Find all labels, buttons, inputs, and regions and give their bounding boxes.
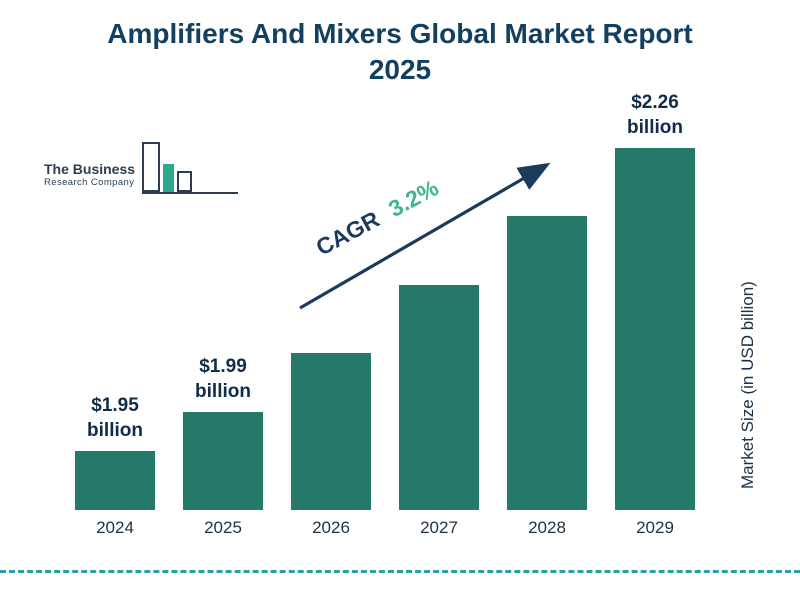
x-tick-2029: 2029 — [636, 518, 674, 537]
bar-2026 — [291, 353, 371, 510]
bars-row: $1.95 billion 2024 $1.99 billion 2025 2026 2027… — [75, 90, 695, 538]
bar-2027 — [399, 285, 479, 510]
bar-2028 — [507, 216, 587, 510]
bar-group-2029: $2.26 billion 2029 — [615, 90, 695, 538]
page-title-line2: 2025 — [368, 53, 432, 85]
company-logo: The Business Research Company — [44, 138, 239, 194]
x-tick-2027: 2027 — [420, 518, 458, 537]
x-tick-2026: 2026 — [312, 518, 350, 537]
bar-group-2027: 2027 — [399, 285, 479, 538]
logo-bar-short — [177, 171, 193, 192]
bar-value-label-2024: $1.95 billion — [87, 394, 143, 442]
logo-bar-tall — [142, 142, 161, 192]
bar-group-2028: 2028 — [507, 216, 587, 538]
bar-2025 — [183, 412, 263, 510]
page-title-line1: Amplifiers And Mixers Global Market Repo… — [107, 18, 693, 49]
company-name-line2: Research Company — [44, 177, 135, 188]
page-title: Amplifiers And Mixers Global Market Repo… — [30, 16, 770, 88]
x-tick-2025: 2025 — [204, 518, 242, 537]
bar-value-label-2029: $2.26 billion — [627, 91, 683, 139]
bar-chart-logo-icon — [142, 138, 239, 194]
x-tick-2024: 2024 — [96, 518, 134, 537]
bottom-dashed-divider — [0, 570, 800, 573]
bar-2024 — [75, 451, 155, 510]
bar-group-2026: 2026 — [291, 353, 371, 538]
company-logo-text: The Business Research Company — [44, 161, 135, 188]
bar-value-label-2025: $1.99 billion — [195, 355, 251, 403]
bar-group-2024: $1.95 billion 2024 — [75, 393, 155, 538]
bar-group-2025: $1.99 billion 2025 — [183, 354, 263, 538]
bar-2029 — [615, 148, 695, 510]
right-axis-label: Market Size (in USD billion) — [738, 281, 757, 490]
logo-bar-filled — [163, 164, 175, 192]
company-name-line1: The Business — [44, 161, 136, 177]
x-tick-2028: 2028 — [528, 518, 566, 537]
